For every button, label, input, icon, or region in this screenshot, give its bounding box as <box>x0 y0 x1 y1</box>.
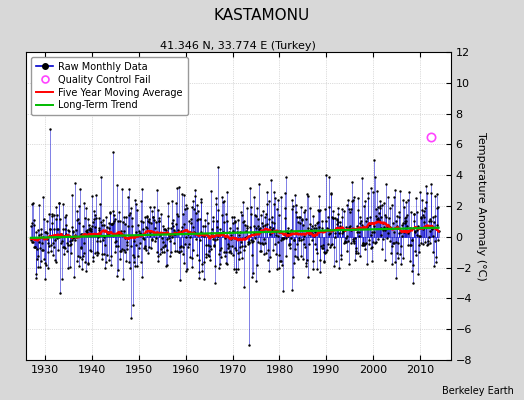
Legend: Raw Monthly Data, Quality Control Fail, Five Year Moving Average, Long-Term Tren: Raw Monthly Data, Quality Control Fail, … <box>31 57 188 115</box>
Text: KASTAMONU: KASTAMONU <box>214 8 310 23</box>
Text: Berkeley Earth: Berkeley Earth <box>442 386 514 396</box>
Title: 41.346 N, 33.774 E (Turkey): 41.346 N, 33.774 E (Turkey) <box>160 41 316 51</box>
Y-axis label: Temperature Anomaly (°C): Temperature Anomaly (°C) <box>476 132 486 280</box>
